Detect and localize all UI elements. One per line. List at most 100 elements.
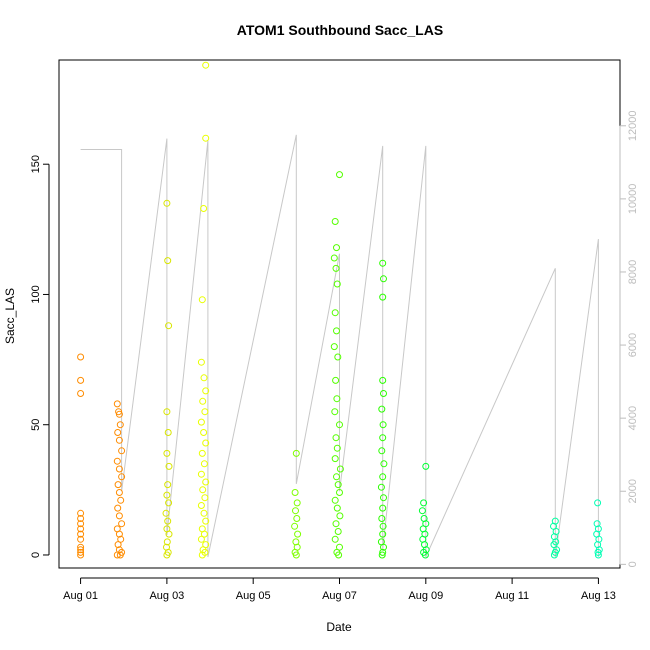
data-point-series-1-19 <box>115 436 123 444</box>
data-point-series-5-1 <box>336 171 343 179</box>
data-point-series-1-8 <box>77 530 85 538</box>
y2-tick-label-4: 6000 <box>627 333 639 357</box>
data-point-series-6-12 <box>377 483 385 491</box>
data-point-series-5-24 <box>336 512 344 520</box>
data-point-series-1-7 <box>77 525 85 533</box>
data-point-series-1-11 <box>77 546 85 554</box>
data-point-series-4-11 <box>292 551 300 559</box>
data-point-series-1-20 <box>118 447 126 455</box>
y2-tick-label-6: 10000 <box>627 184 639 215</box>
data-point-series-3-10 <box>197 418 205 426</box>
y-tick-label-1: 0 <box>30 552 42 558</box>
data-point-series-1-17 <box>116 421 124 429</box>
data-point-series-4-3 <box>293 499 301 507</box>
data-point-series-1-12 <box>77 548 85 556</box>
data-point-series-9-8 <box>594 548 602 556</box>
y2-tick-label-2: 2000 <box>627 479 639 503</box>
data-point-series-5-14 <box>336 421 343 429</box>
data-point-series-4-1 <box>292 449 300 457</box>
data-point-series-6-6 <box>378 405 386 413</box>
data-point-series-3-11 <box>200 429 208 436</box>
data-point-series-5-25 <box>332 520 340 528</box>
data-point-series-6-5 <box>380 390 387 397</box>
data-point-series-3-23 <box>200 530 208 538</box>
data-point-series-7-3 <box>418 507 426 515</box>
data-point-series-2-18 <box>163 551 171 559</box>
data-point-series-9-9 <box>594 551 602 559</box>
chart-title: ATOM1 Southbound Sacc_LAS <box>237 22 443 38</box>
data-point-series-3-9 <box>201 408 209 416</box>
data-point-series-2-1 <box>163 199 171 207</box>
data-point-series-1-21 <box>113 457 121 465</box>
data-point-series-8-4 <box>550 533 558 541</box>
x-tick-label-6: Aug 11 <box>495 590 529 602</box>
data-point-series-9-2 <box>593 520 601 528</box>
data-point-series-1-36 <box>113 551 121 559</box>
data-point-series-5-11 <box>332 376 340 384</box>
data-point-series-5-22 <box>331 496 339 504</box>
y2-tick-label-7: 12000 <box>627 110 639 141</box>
y2-tick-label-1: 0 <box>627 561 639 567</box>
data-point-series-5-21 <box>336 489 343 496</box>
data-point-series-5-10 <box>334 353 342 361</box>
x-tick-label-2: Aug 03 <box>149 590 184 602</box>
x-tick-label-7: Aug 13 <box>581 590 616 602</box>
data-point-series-1-16 <box>115 410 123 418</box>
data-point-series-3-24 <box>197 535 205 543</box>
data-point-series-5-16 <box>333 444 341 452</box>
data-point-series-4-4 <box>292 507 299 515</box>
data-point-series-5-8 <box>333 327 340 335</box>
data-point-series-3-18 <box>201 494 209 502</box>
data-point-series-4-2 <box>291 489 299 496</box>
data-point-series-6-21 <box>378 551 386 559</box>
data-point-series-1-26 <box>117 496 125 504</box>
data-point-series-1-31 <box>115 530 123 538</box>
data-point-series-4-6 <box>291 522 299 530</box>
data-point-series-6-7 <box>379 421 387 429</box>
data-point-series-1-29 <box>118 520 126 528</box>
x-tick-label-5: Aug 09 <box>408 590 443 602</box>
data-point-series-2-15 <box>163 538 171 546</box>
data-point-series-3-13 <box>198 449 206 457</box>
y2-tick-label-3: 4000 <box>627 406 639 430</box>
data-point-series-5-17 <box>331 455 339 463</box>
y-tick-label-2: 50 <box>30 419 42 431</box>
x-axis-label: Date <box>326 620 352 634</box>
data-point-series-6-20 <box>379 548 387 556</box>
data-point-series-5-9 <box>330 343 338 351</box>
data-point-series-5-19 <box>333 473 340 481</box>
data-point-series-2-2 <box>164 257 172 265</box>
data-point-series-7-2 <box>420 499 428 507</box>
data-point-series-6-1 <box>379 259 387 267</box>
data-point-series-5-15 <box>332 434 340 442</box>
data-point-series-3-3 <box>200 205 208 212</box>
x-tick-label-3: Aug 05 <box>236 590 271 602</box>
data-point-series-2-12 <box>164 517 172 525</box>
data-point-series-3-12 <box>202 439 210 447</box>
data-point-series-5-6 <box>333 280 341 288</box>
data-point-series-5-13 <box>331 408 339 416</box>
data-point-series-5-12 <box>333 395 341 403</box>
data-point-series-1-28 <box>115 512 123 520</box>
data-point-series-1-25 <box>115 489 123 496</box>
y-tick-label-4: 150 <box>30 155 42 173</box>
data-point-series-1-24 <box>114 481 122 489</box>
data-point-series-1-2 <box>77 376 85 384</box>
data-point-series-1-37 <box>116 551 124 559</box>
data-point-series-1-27 <box>114 504 122 512</box>
y-axis-label: Sacc_LAS <box>3 288 17 344</box>
data-point-series-2-5 <box>164 429 172 436</box>
data-point-series-1-10 <box>77 543 85 551</box>
data-point-series-1-14 <box>113 400 121 408</box>
data-point-series-3-14 <box>200 460 208 468</box>
data-point-series-3-20 <box>200 509 208 517</box>
data-point-series-1-1 <box>77 353 85 361</box>
data-point-series-9-1 <box>594 499 602 507</box>
data-point-series-6-17 <box>379 530 387 538</box>
data-point-series-5-27 <box>331 535 339 543</box>
data-point-series-1-6 <box>77 520 85 528</box>
data-point-series-3-7 <box>202 387 210 395</box>
data-point-series-3-17 <box>199 486 207 494</box>
